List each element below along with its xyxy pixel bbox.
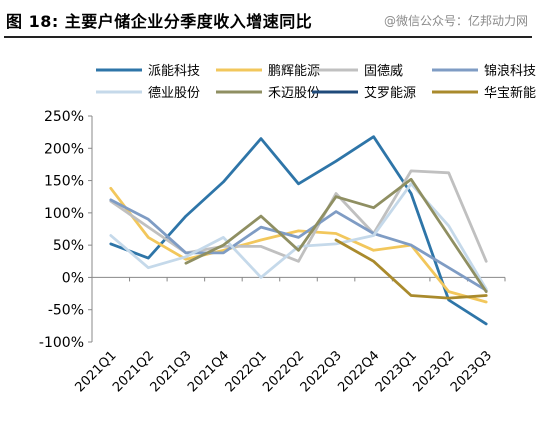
legend-label: 禾迈股份 <box>268 86 320 101</box>
legend-label: 华宝新能 <box>484 85 536 101</box>
y-tick-label: -50% <box>48 303 84 319</box>
x-tick-label: 2023Q3 <box>448 348 495 395</box>
legend-label: 艾罗能源 <box>364 86 416 101</box>
y-tick-label: 150% <box>44 174 84 190</box>
legend-label: 固德威 <box>364 64 403 79</box>
y-tick-label: -100% <box>39 335 84 351</box>
legend-label: 派能科技 <box>148 64 200 79</box>
series-lines <box>109 135 488 326</box>
series-line <box>334 238 488 300</box>
chart-title: 图 18: 主要户储企业分季度收入增速同比 <box>6 12 313 31</box>
legend-label: 鹏辉能源 <box>268 64 320 79</box>
series-line <box>109 135 488 326</box>
y-tick-label: 200% <box>44 141 84 157</box>
series-line <box>109 169 488 263</box>
title-divider <box>4 36 532 38</box>
y-tick-label: 0% <box>62 270 84 286</box>
y-tick-label: 250% <box>44 109 84 125</box>
y-tick-label: 100% <box>44 206 84 222</box>
series-line <box>184 177 488 294</box>
series-line <box>109 198 488 292</box>
watermark: @微信公众号：亿邦动力网 <box>384 14 529 28</box>
series-line <box>109 186 488 304</box>
y-tick-label: 50% <box>53 238 84 254</box>
legend-label: 锦浪科技 <box>484 64 536 79</box>
legend-label: 德业股份 <box>148 86 200 101</box>
